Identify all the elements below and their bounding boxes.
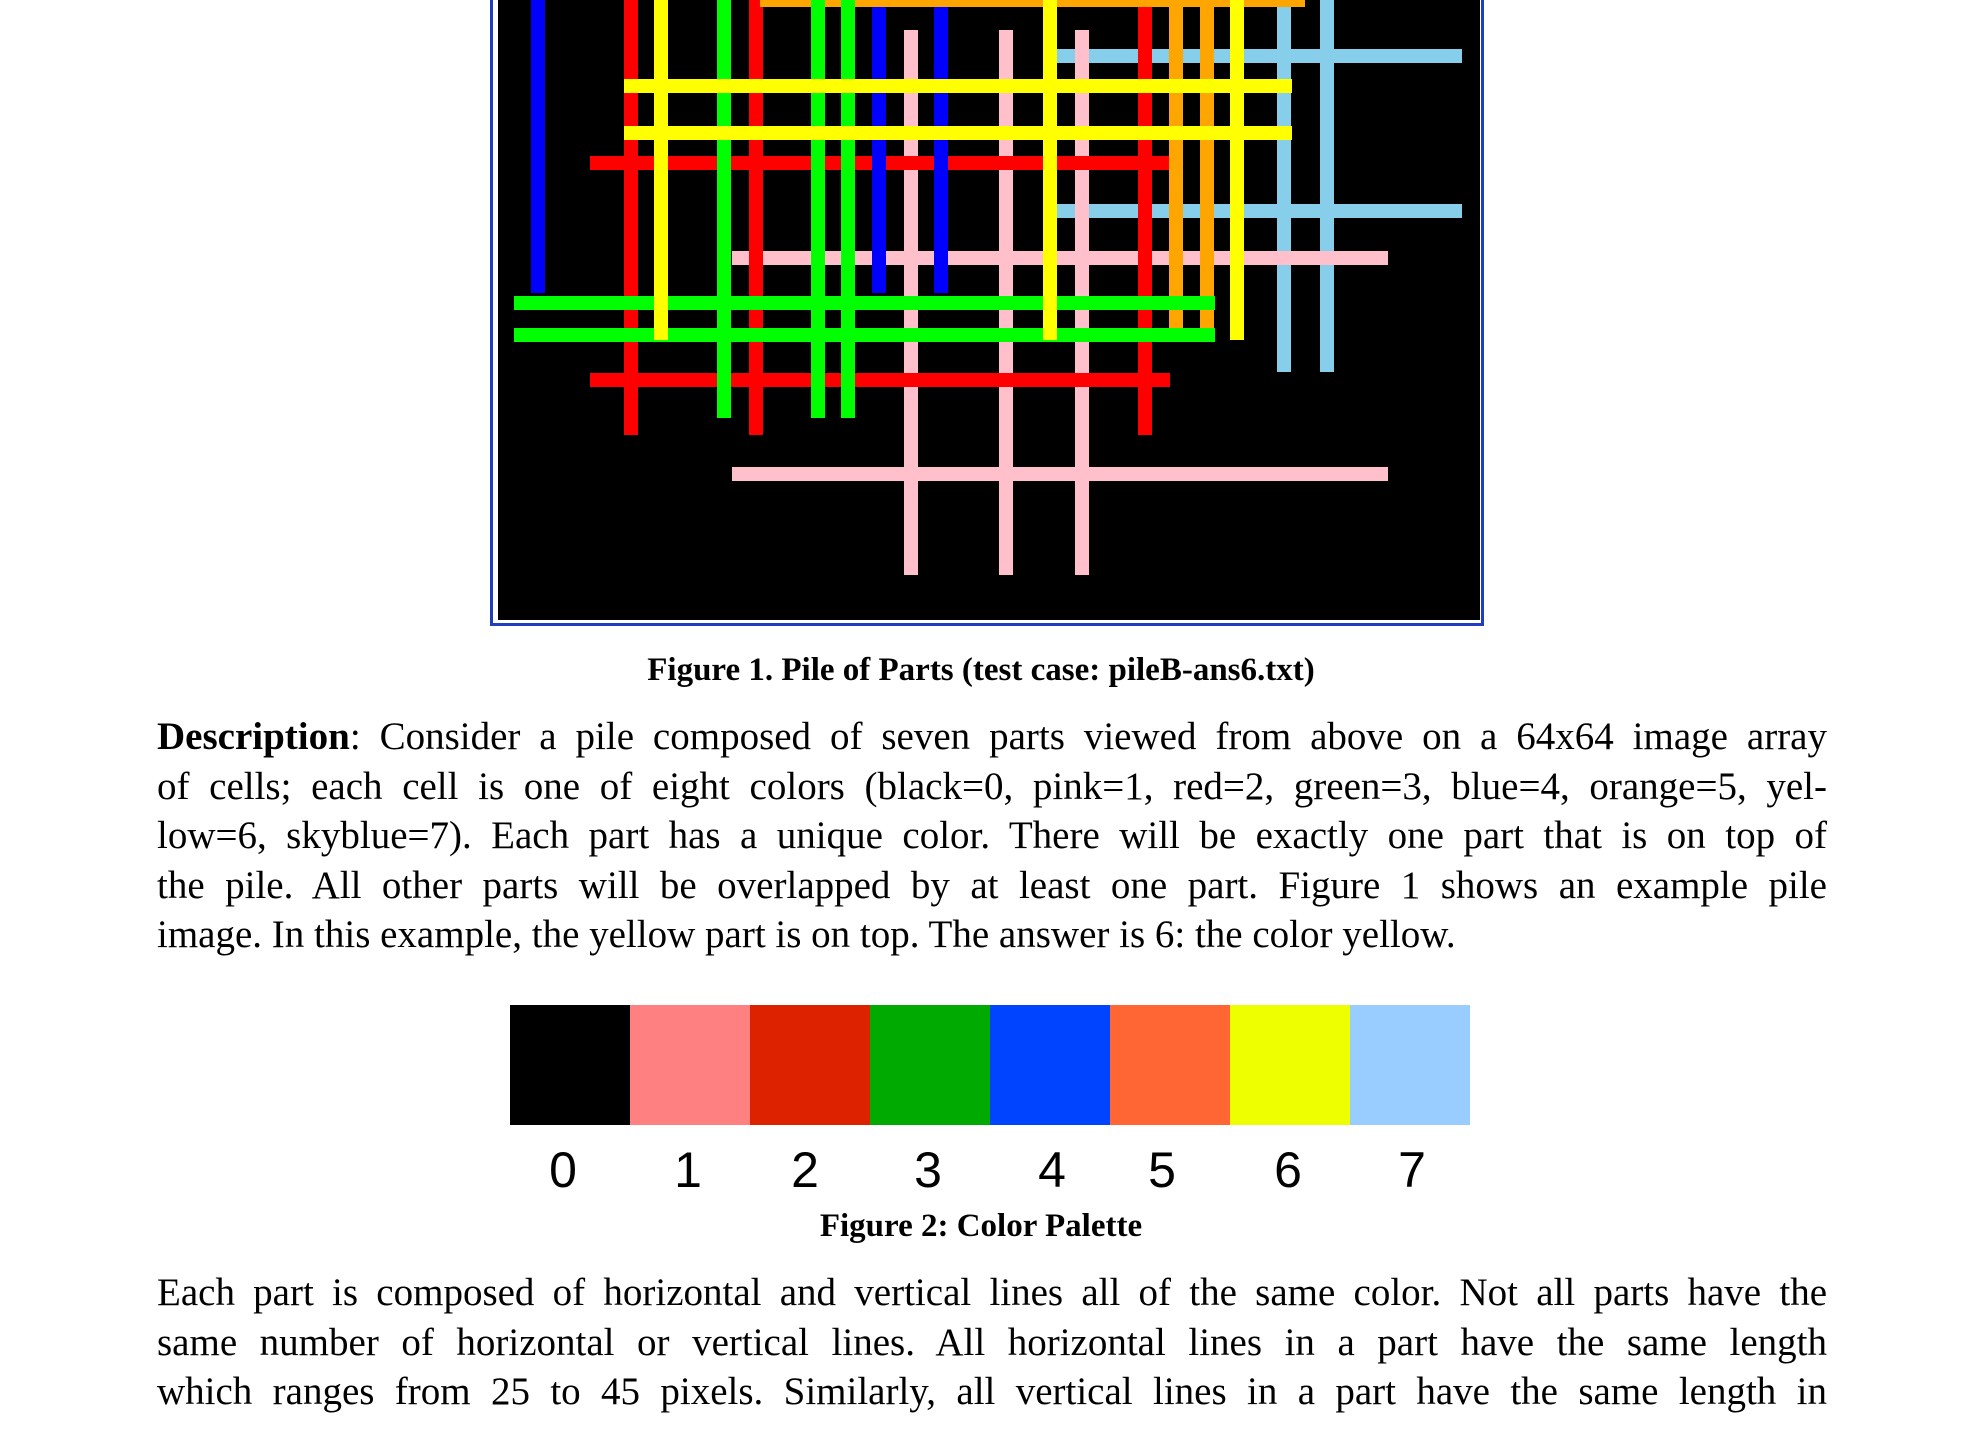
red-part-line (624, 0, 638, 435)
description-paragraph: Description: Consider a pile composed of… (157, 712, 1827, 960)
orange-part-line (760, 0, 1305, 7)
yellow-part-line (654, 0, 668, 340)
palette-label-1: 1 (674, 1142, 702, 1198)
palette-label-4: 4 (1038, 1142, 1066, 1198)
description-line: Description: Consider a pile composed of… (157, 715, 1827, 758)
orange-part-line (1169, 0, 1183, 330)
description-line: image. In this example, the yellow part … (157, 913, 1456, 956)
green-part-line (717, 0, 731, 418)
palette-swatch-7 (1350, 1005, 1470, 1125)
skyblue-part-line (1046, 204, 1462, 218)
palette-swatch-5 (1110, 1005, 1230, 1125)
green-part-line (811, 0, 825, 418)
yellow-part-line (1230, 0, 1244, 340)
palette-label-7: 7 (1398, 1142, 1426, 1198)
green-part-line (841, 0, 855, 418)
green-part-line (514, 328, 1215, 342)
pile-svg (514, 0, 1462, 575)
description-heading: Description (157, 715, 350, 758)
palette-swatch-1 (630, 1005, 750, 1125)
yellow-part-line (1043, 0, 1057, 340)
blue-part-line (934, 0, 948, 293)
palette-label-3: 3 (914, 1142, 942, 1198)
palette-swatch-4 (990, 1005, 1110, 1125)
red-part-line (1138, 0, 1152, 435)
description-line: of cells; each cell is one of eight colo… (157, 764, 1827, 808)
paragraph-line: which ranges from 25 to 45 pixels. Simil… (157, 1370, 1827, 1413)
skyblue-part-line (1046, 49, 1462, 63)
red-part-line (749, 0, 763, 435)
description-line: the pile. All other parts will be overla… (157, 863, 1827, 907)
blue-part-line (872, 0, 886, 293)
palette-label-5: 5 (1148, 1142, 1176, 1198)
figure1-caption: Figure 1. Pile of Parts (test case: pile… (647, 652, 1315, 688)
paragraph-line: same number of horizontal or vertical li… (157, 1320, 1827, 1364)
paragraph-line: Each part is composed of horizontal and … (157, 1271, 1827, 1314)
yellow-part-line (624, 79, 1292, 93)
palette-swatch-2 (750, 1005, 870, 1125)
figure2-caption: Figure 2: Color Palette (819, 1208, 1143, 1244)
yellow-part-line (624, 126, 1292, 140)
palette-swatch-3 (870, 1005, 990, 1125)
description-line: low=6, skyblue=7). Each part has a uniqu… (157, 814, 1827, 857)
blue-part-line (531, 0, 545, 293)
green-part-line (514, 296, 1215, 310)
red-part-line (590, 373, 1170, 387)
palette-swatch-0 (510, 1005, 630, 1125)
palette-label-0: 0 (549, 1142, 577, 1198)
pink-part-line (732, 251, 1388, 265)
skyblue-part-line (1277, 0, 1291, 372)
paragraph-2: Each part is composed of horizontal and … (157, 1268, 1827, 1417)
palette-label-6: 6 (1274, 1142, 1302, 1198)
skyblue-part-line (1320, 0, 1334, 372)
figure1-pile-image (498, 0, 1480, 620)
palette-swatch-6 (1230, 1005, 1350, 1125)
palette-label-2: 2 (791, 1142, 819, 1198)
pink-part-line (732, 467, 1388, 481)
orange-part-line (1200, 0, 1214, 330)
